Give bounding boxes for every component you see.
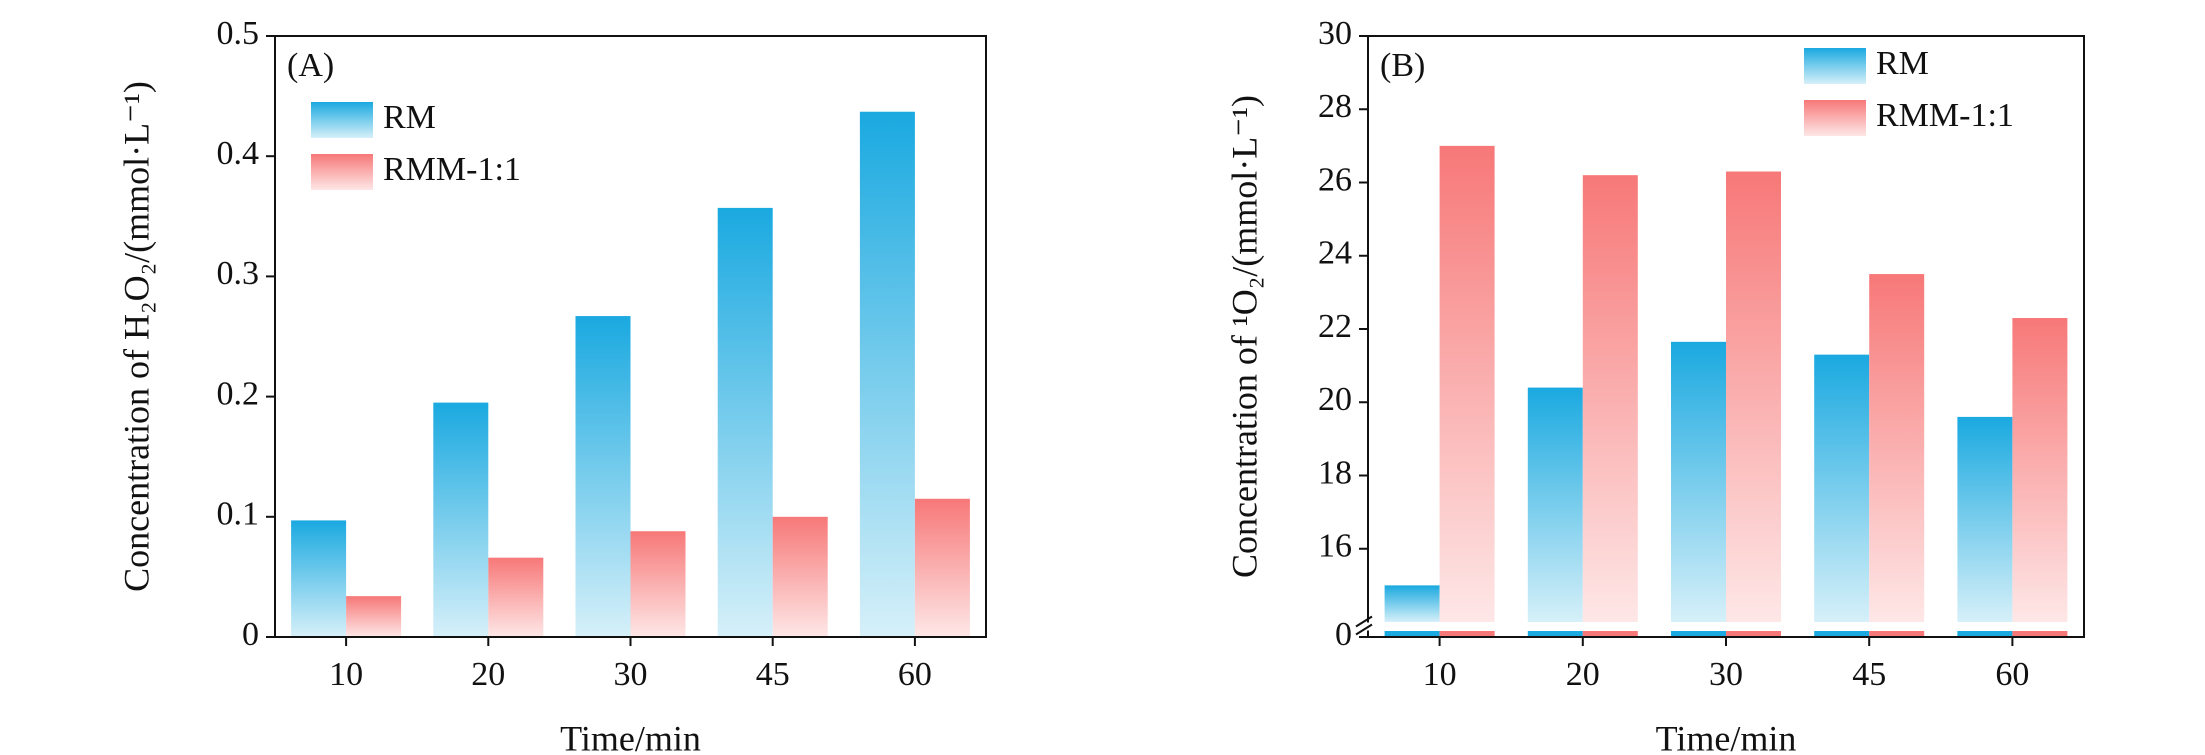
bar-stub [1527, 631, 1583, 637]
bar-stub [1439, 631, 1495, 637]
x-tick-label: 10 [329, 656, 363, 693]
x-tick-label: 20 [471, 656, 505, 693]
bar [914, 498, 970, 637]
x-tick-label: 60 [1995, 656, 2029, 693]
bar [859, 111, 915, 637]
y-tick-label: 0.2 [217, 375, 260, 412]
y-tick-label: 0.5 [217, 15, 260, 52]
legend-label: RM [1876, 45, 1929, 82]
y-tick-label: 28 [1318, 88, 1352, 125]
x-tick-label: 45 [1852, 656, 1886, 693]
bar-stub [1814, 631, 1870, 637]
bar [2012, 318, 2068, 622]
bar-stub [1726, 631, 1781, 637]
x-tick-label: 10 [1423, 656, 1457, 693]
axis-break-mark [1355, 615, 1373, 628]
bar [717, 207, 773, 638]
x-tick-label: 30 [614, 656, 648, 693]
bar [1384, 585, 1440, 622]
bar-stub [1957, 631, 2013, 637]
bar [575, 316, 631, 637]
x-tick-label: 30 [1709, 656, 1743, 693]
x-tick-label: 20 [1566, 656, 1600, 693]
legend-label: RMM-1:1 [383, 151, 521, 188]
y-tick-label: 16 [1318, 528, 1352, 565]
y-tick-label: 24 [1318, 235, 1352, 272]
x-axis-label: Time/min [560, 718, 701, 755]
panel-label: (B) [1380, 47, 1425, 84]
x-tick-label: 45 [756, 656, 790, 693]
y-tick-label: 0.4 [217, 135, 260, 172]
legend-swatch [1804, 48, 1866, 84]
plot-frame [274, 35, 987, 638]
bar [291, 520, 347, 637]
panel-label: (A) [287, 47, 334, 84]
legend-label: RM [383, 99, 436, 136]
y-tick-label: 22 [1318, 308, 1352, 345]
bar-stub [1869, 631, 1925, 637]
bar [346, 596, 402, 637]
y-axis-label: Concentration of ¹O₂/(mmol·L⁻¹) [1224, 95, 1264, 578]
bar [1726, 171, 1781, 622]
legend-swatch [1804, 100, 1866, 136]
y-tick-label: 26 [1318, 161, 1352, 198]
bar [630, 531, 686, 637]
bar-stub [2012, 631, 2068, 637]
bar-stub [1582, 631, 1638, 637]
y-tick-label: 0 [1335, 616, 1352, 653]
bar [772, 516, 828, 637]
bar [1527, 387, 1583, 622]
bar-stub [1384, 631, 1440, 637]
bar [1814, 354, 1870, 622]
y-tick-label: 18 [1318, 454, 1352, 491]
x-axis-label: Time/min [1656, 718, 1797, 755]
bar [1869, 274, 1925, 622]
y-tick-label: 0.3 [217, 255, 260, 292]
legend-swatch [311, 154, 373, 190]
bar [1671, 341, 1726, 622]
y-tick-label: 30 [1318, 15, 1352, 52]
y-axis-label: Concentration of H₂O₂/(mmol·L⁻¹) [116, 81, 156, 592]
y-tick-label: 20 [1318, 381, 1352, 418]
legend-swatch [311, 102, 373, 138]
y-tick-label: 0 [242, 616, 259, 653]
bar [1957, 416, 2013, 622]
axis-break-mark [1355, 623, 1373, 636]
x-tick-label: 60 [898, 656, 932, 693]
bar-stub [1671, 631, 1726, 637]
y-tick-label: 0.1 [217, 496, 260, 533]
bar [1582, 175, 1638, 623]
plot-frame [1367, 35, 2085, 638]
bar [433, 402, 489, 637]
bar [1439, 145, 1495, 622]
bar [488, 557, 544, 637]
legend-label: RMM-1:1 [1876, 97, 2014, 134]
